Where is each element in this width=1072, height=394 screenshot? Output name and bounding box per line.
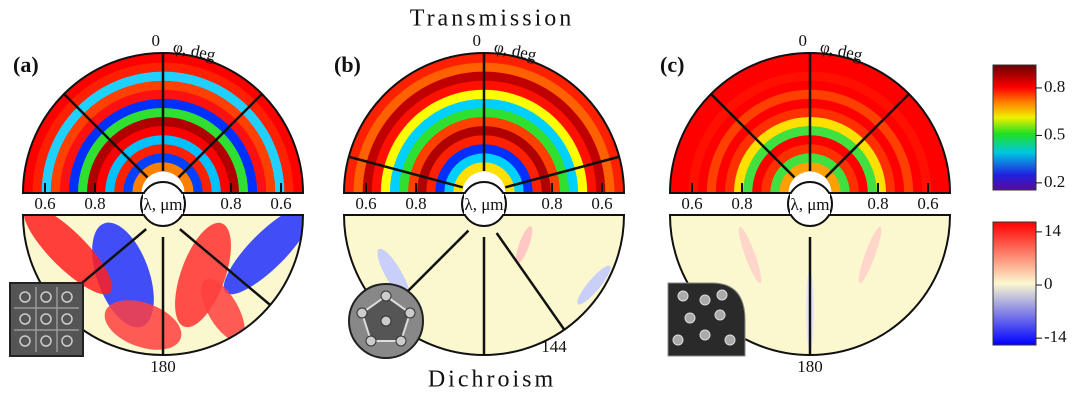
lambda-tick-label: 0.6 [681,194,702,213]
inset-quasicrystal [349,284,423,358]
colorbar-tick-label: -14 [1044,327,1067,346]
colorbar-transmission [993,65,1036,190]
lambda-label: λ, μm [143,195,182,214]
lambda-tick-label: 0.8 [731,194,752,213]
panel-label: (a) [13,52,39,77]
colorbar-dichroism [993,222,1036,345]
phi-bottom: 144 [541,337,567,356]
phi-top: 0 [152,31,161,50]
panel-label: (c) [660,52,684,77]
inset-square-lattice [10,283,83,356]
phi-bottom: 180 [150,357,176,376]
inset-random [668,283,745,356]
phi-top: 0 [473,31,482,50]
colorbar-tick-label: 0.2 [1044,172,1065,191]
top-title: Transmission [410,6,574,32]
lambda-tick-label: 0.8 [84,194,105,213]
lambda-label: λ, μm [790,195,829,214]
colorbar-tick-label: 0.8 [1044,77,1065,96]
lambda-label: λ, μm [464,195,503,214]
colorbar-tick-label: 0 [1044,274,1053,293]
lambda-tick-label: 0.6 [591,194,612,213]
panel-label: (b) [334,52,361,77]
lambda-tick-label: 0.8 [867,194,888,213]
colorbar-tick-label: 14 [1044,221,1062,240]
lambda-tick-label: 0.8 [220,194,241,213]
phi-bottom: 180 [797,357,823,376]
lambda-tick-label: 0.6 [355,194,376,213]
lambda-tick-label: 0.8 [405,194,426,213]
bottom-title: Dichroism [428,367,556,393]
phi-top: 0 [799,31,808,50]
figure: Transmission Dichroism 0.6 0.6 0.8 0.8 λ, μm… [0,0,1072,394]
lambda-tick-label: 0.8 [541,194,562,213]
lambda-tick-label: 0.6 [34,194,55,213]
lambda-tick-label: 0.6 [270,194,291,213]
lambda-tick-label: 0.6 [917,194,938,213]
colorbar-tick-label: 0.5 [1044,124,1065,143]
